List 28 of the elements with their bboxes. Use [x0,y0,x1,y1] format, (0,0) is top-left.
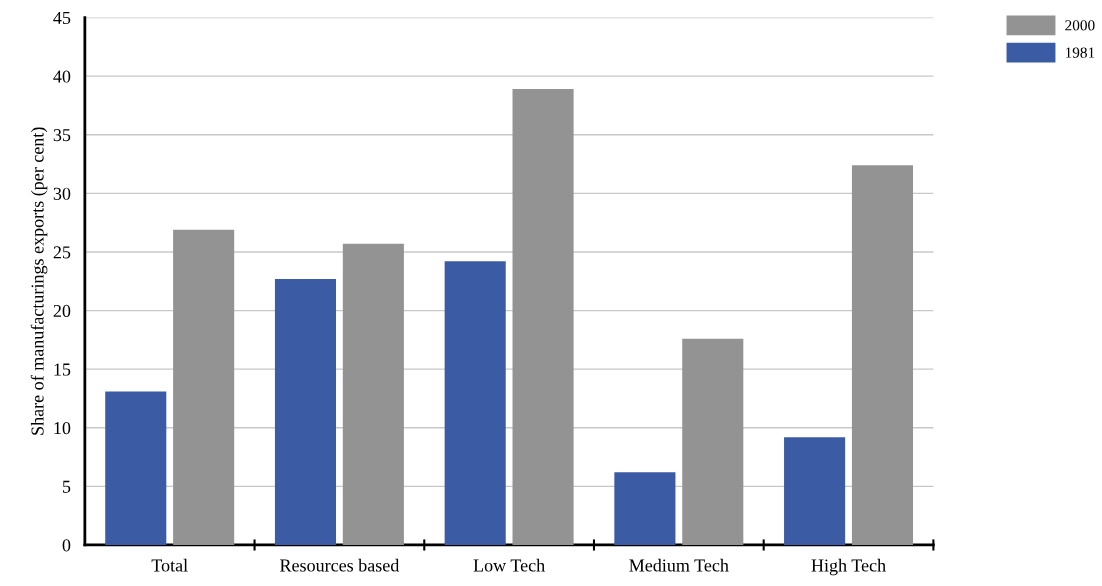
y-tick-label: 0 [62,539,71,552]
bar [274,278,337,545]
bar [512,89,574,545]
x-tick-label: Low Tech [473,558,545,572]
y-tick-label: 40 [53,70,71,83]
bar [444,261,506,545]
x-tick-label: Total [151,558,188,572]
y-tick-label: 35 [53,129,71,142]
bar [342,243,404,545]
legend-label: 2000 [1065,20,1095,31]
x-tick-label: Resources based [280,558,400,572]
bar [173,229,235,545]
y-tick-label: 10 [54,422,71,435]
bar [614,472,676,545]
bar [784,437,846,545]
bar [682,338,744,545]
y-tick-label: 15 [54,363,71,376]
legend-label: 1981 [1065,47,1095,58]
y-tick-label: 5 [62,480,71,493]
x-tick-label: High Tech [811,558,886,576]
y-tick-label: 45 [53,11,71,25]
y-tick-label: 25 [53,246,71,259]
bar [851,165,914,545]
x-tick-label: Medium Tech [629,558,729,572]
y-tick-label: 20 [53,304,71,318]
bar [105,391,167,545]
y-tick-label: 30 [53,187,71,200]
y-axis-title: Share of manufacturings exports (per cent) [30,127,48,435]
